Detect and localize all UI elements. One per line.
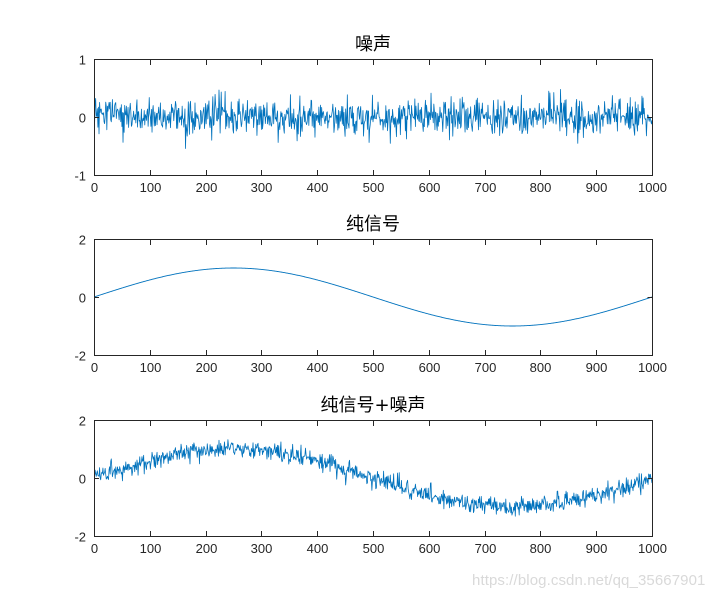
x-tick-label: 500 <box>363 360 385 375</box>
y-tick-label: 2 <box>79 414 86 429</box>
x-tick-label: 600 <box>419 541 441 556</box>
x-tick-label: 300 <box>251 541 273 556</box>
x-tick-label: 300 <box>251 180 273 195</box>
x-tick-label: 800 <box>530 180 552 195</box>
x-tick-label: 100 <box>140 541 162 556</box>
x-tick-label: 1000 <box>638 360 667 375</box>
subplot-title: 纯信号 <box>346 214 400 235</box>
x-tick-label: 100 <box>140 360 162 375</box>
x-tick-label: 100 <box>140 180 162 195</box>
x-tick-label: 300 <box>251 360 273 375</box>
x-tick-label: 800 <box>530 360 552 375</box>
y-tick-label: 0 <box>79 111 86 126</box>
x-tick-label: 1000 <box>638 180 667 195</box>
x-tick-label: 400 <box>307 360 329 375</box>
subplot-title: 纯信号+噪声 <box>320 395 425 416</box>
x-tick-label: 200 <box>196 180 218 195</box>
x-tick-label: 700 <box>475 360 497 375</box>
y-tick-label: -2 <box>74 530 86 545</box>
x-tick-label: 900 <box>586 360 608 375</box>
x-tick-label: 800 <box>530 541 552 556</box>
x-tick-label: 1000 <box>638 541 667 556</box>
data-line <box>94 439 653 517</box>
data-line <box>94 267 653 327</box>
x-tick-label: 0 <box>91 360 98 375</box>
data-line <box>94 88 653 149</box>
x-tick-label: 0 <box>91 541 98 556</box>
x-tick-label: 900 <box>586 180 608 195</box>
x-tick-label: 700 <box>475 180 497 195</box>
y-tick-label: 2 <box>79 233 86 248</box>
y-tick-label: 0 <box>79 291 86 306</box>
x-tick-label: 600 <box>419 180 441 195</box>
x-tick-label: 400 <box>307 180 329 195</box>
y-tick-label: -2 <box>74 349 86 364</box>
x-tick-label: 600 <box>419 360 441 375</box>
x-tick-label: 0 <box>91 180 98 195</box>
subplot-2: 0 100 200 300 400 500 600 700 800 900 1000 -2 0 2 纯信号 <box>74 214 667 375</box>
y-tick-label: 1 <box>79 53 86 68</box>
watermark: https://blog.csdn.net/qq_35667901 <box>472 572 706 589</box>
y-tick-label: -1 <box>74 169 86 184</box>
x-tick-label: 400 <box>307 541 329 556</box>
y-tick-label: 0 <box>79 472 86 487</box>
x-tick-label: 200 <box>196 541 218 556</box>
x-tick-label: 200 <box>196 360 218 375</box>
x-tick-label: 900 <box>586 541 608 556</box>
x-tick-label: 500 <box>363 180 385 195</box>
subplot-3: 0 100 200 300 400 500 600 700 800 900 1000 -2 0 2 纯信号+… <box>74 395 667 556</box>
x-tick-label: 700 <box>475 541 497 556</box>
x-tick-label: 500 <box>363 541 385 556</box>
subplot-title: 噪声 <box>355 34 391 55</box>
subplot-1: 0 100 200 300 400 500 600 700 800 900 1000 -1 0 1 噪声 <box>74 34 667 195</box>
